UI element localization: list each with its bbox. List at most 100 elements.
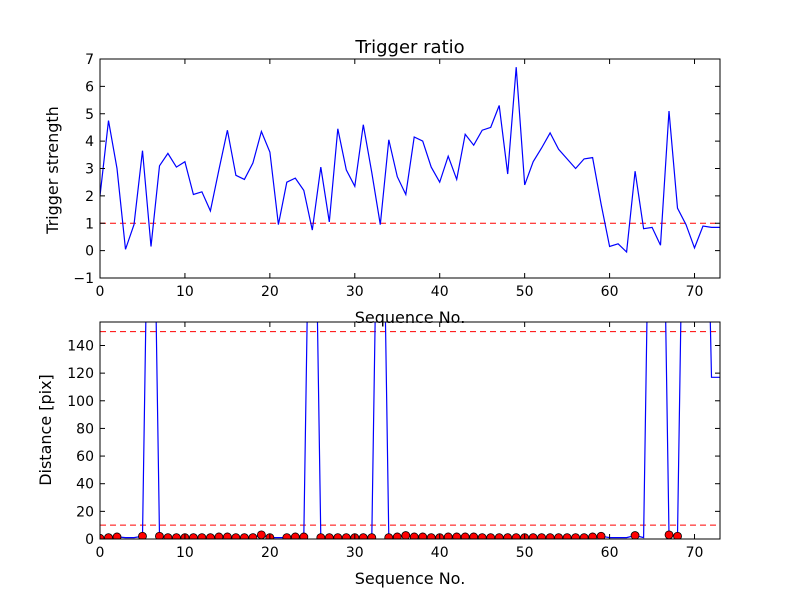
data-point [511,533,521,539]
data-point [545,533,555,539]
y-tick-label: 4 [85,134,94,150]
y-tick-label: 7 [85,52,94,68]
x-axis-ticks: 0 10 20 30 40 50 60 70 [96,59,704,300]
data-point [469,532,479,539]
x-tick-label: 20 [261,545,279,561]
y-tick-label: 80 [76,421,94,437]
data-point [392,532,402,539]
y-axis-ticks: 0 20 40 60 80 100 120 140 [67,338,720,548]
y-tick-label: 60 [76,449,94,465]
data-point [282,533,292,539]
data-point [222,532,232,539]
data-point [197,533,207,539]
data-point [443,532,453,539]
x-tick-label: 30 [346,545,364,561]
x-tick-label: 0 [96,284,105,300]
data-point [290,532,300,539]
y-tick-label: 0 [85,244,94,260]
y-tick-label: 1 [85,216,94,232]
x-axis-ticks: 0 10 20 30 40 50 60 70 [96,322,704,561]
plot-area [99,321,721,540]
y-tick-label: −1 [73,271,94,287]
x-axis-label: Sequence No. [355,308,466,327]
data-point [503,533,513,539]
data-point [163,533,173,539]
y-axis-label: Trigger strength [43,106,62,235]
data-point [367,533,377,539]
plot-area [99,58,721,279]
data-point [477,533,487,539]
data-point [324,533,334,539]
y-tick-label: 0 [85,532,94,548]
x-tick-label: 10 [176,545,194,561]
data-point [562,533,572,539]
y-tick-label: 140 [67,338,94,354]
x-tick-label: 20 [261,284,279,300]
series-line [100,322,720,539]
y-tick-label: 3 [85,162,94,178]
x-tick-label: 0 [96,545,105,561]
x-tick-label: 50 [516,284,534,300]
data-point [172,533,181,539]
data-point [384,533,394,539]
x-tick-label: 60 [601,545,619,561]
x-tick-label: 40 [431,284,449,300]
x-tick-label: 40 [431,545,449,561]
data-point [409,532,419,539]
y-tick-label: 40 [76,477,94,493]
data-point [528,533,538,539]
data-point [138,531,147,539]
x-tick-label: 60 [601,284,619,300]
x-axis-label: Sequence No. [355,569,466,588]
data-point [214,532,224,539]
data-point [452,532,462,539]
y-axis-label: Distance [pix] [36,374,55,486]
data-point [316,533,326,539]
data-point [418,532,428,539]
data-point [231,533,241,539]
data-point [401,531,411,539]
x-tick-label: 70 [686,545,704,561]
x-tick-label: 50 [516,545,534,561]
data-point [248,533,258,539]
data-point [206,533,215,539]
y-tick-label: 5 [85,107,94,123]
data-point [333,533,343,539]
data-point [104,533,113,539]
data-point [537,533,547,539]
data-point [256,530,266,539]
data-point [112,532,122,539]
x-tick-label: 70 [686,284,704,300]
data-point [358,533,368,539]
y-tick-label: 100 [67,394,94,410]
data-point [299,532,309,539]
data-point [596,531,606,539]
data-point [673,531,682,539]
y-tick-label: 120 [67,366,94,382]
data-point [579,533,589,539]
data-point [494,533,504,539]
data-point [588,532,598,539]
data-point [571,533,581,539]
y-tick-label: 6 [85,79,94,95]
data-point [189,533,198,539]
axes-frame [99,321,721,540]
distance-chart: 0 10 20 30 40 50 60 70 0 20 40 60 80 100 120 140 Seque… [36,321,721,588]
data-point [155,531,164,539]
x-tick-label: 30 [346,284,364,300]
data-point [239,533,249,539]
y-tick-label: 2 [85,189,94,205]
data-point [664,530,674,539]
x-tick-label: 10 [176,284,194,300]
chart-title: Trigger ratio [354,37,464,58]
data-point [460,532,470,539]
data-point [426,533,436,539]
data-point [554,533,564,539]
data-point [630,531,640,539]
data-point [100,533,105,539]
y-axis-ticks: −1 0 1 2 3 4 5 6 7 [73,52,720,287]
data-point [341,533,351,539]
data-point [486,533,496,539]
